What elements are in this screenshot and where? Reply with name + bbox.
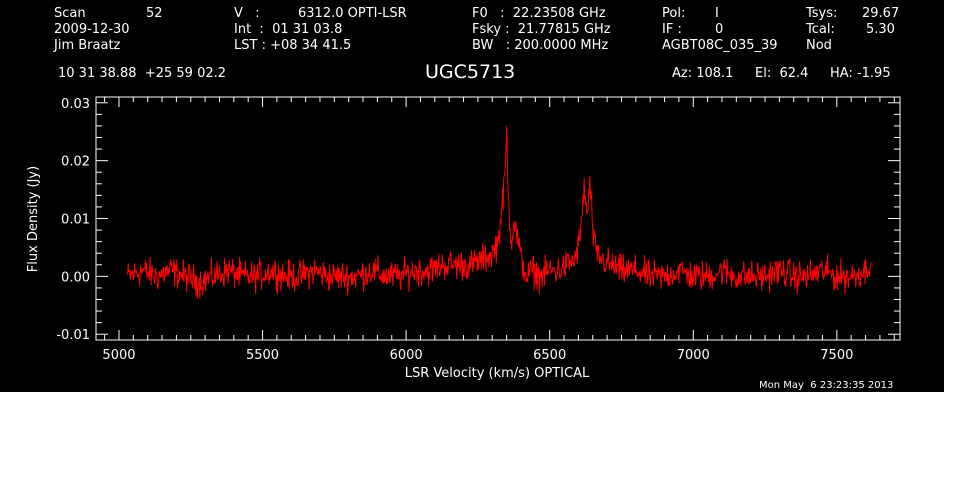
rest-frequency: F0 : 22.23508 GHz	[472, 6, 606, 21]
procedure-name: Nod	[806, 38, 832, 53]
observer-name: Jim Braatz	[54, 38, 121, 53]
x-tick-label: 5500	[246, 348, 279, 363]
tsys-value: 29.67	[862, 6, 900, 21]
if-value: 0	[715, 22, 724, 37]
y-axis-label: Flux Density (Jy)	[26, 166, 41, 272]
azimuth: Az: 108.1	[672, 66, 734, 81]
hour-angle: HA: -1.95	[830, 66, 891, 81]
source-name: UGC5713	[425, 61, 516, 83]
obs-date: 2009-12-30	[54, 22, 130, 37]
y-tick-label: 0.00	[61, 270, 90, 285]
tcal-label: Tcal:	[806, 22, 835, 37]
velocity-label: V :	[234, 6, 260, 21]
elevation: El: 62.4	[755, 66, 809, 81]
x-tick-label: 6000	[390, 348, 423, 363]
plot-frame	[95, 96, 901, 341]
lst-value: LST : +08 34 41.5	[234, 38, 352, 53]
x-tick-label: 7500	[820, 348, 853, 363]
spectrum-trace	[127, 125, 872, 300]
axis-ticks	[96, 97, 900, 340]
polarization-value: I	[715, 6, 719, 21]
velocity-value: 6312.0 OPTI-LSR	[298, 6, 407, 21]
bandwidth: BW : 200.0000 MHz	[472, 38, 609, 53]
x-tick-label: 6500	[533, 348, 566, 363]
spectrum-chart: 5000 5500 6000 6500 7000 7500 -0.01 0.00 0.01 0.0…	[26, 96, 901, 381]
tsys-label: Tsys:	[806, 6, 838, 21]
scan-number: 52	[146, 6, 163, 21]
polarization-label: Pol:	[662, 6, 686, 21]
x-axis-label: LSR Velocity (km/s) OPTICAL	[405, 366, 590, 381]
x-tick-label: 5000	[102, 348, 135, 363]
plot-panel	[0, 0, 944, 392]
timestamp: Mon May 6 23:23:35 2013	[759, 380, 894, 391]
sky-frequency: Fsky : 21.77815 GHz	[472, 22, 611, 37]
source-coordinates: 10 31 38.88 +25 59 02.2	[58, 66, 227, 81]
x-tick-label: 7000	[677, 348, 710, 363]
y-tick-label: 0.01	[61, 213, 90, 228]
scan-label: Scan	[54, 6, 86, 21]
axis-tick-labels: 5000 5500 6000 6500 7000 7500 -0.01 0.00 0.01 0.0…	[56, 97, 853, 363]
y-tick-label: -0.01	[56, 328, 90, 343]
y-tick-label: 0.02	[61, 155, 90, 170]
integration-time: Int : 01 31 03.8	[234, 22, 343, 37]
tcal-value: 5.30	[866, 22, 895, 37]
project-id: AGBT08C_035_39	[662, 38, 778, 53]
y-tick-label: 0.03	[61, 97, 90, 112]
if-label: IF :	[662, 22, 682, 37]
